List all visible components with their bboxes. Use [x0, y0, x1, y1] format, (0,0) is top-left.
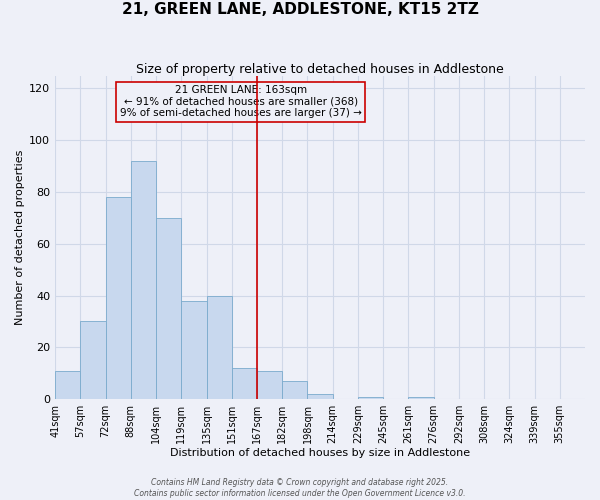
Bar [106, 197, 131, 399]
Text: 21 GREEN LANE: 163sqm
← 91% of detached houses are smaller (368)
9% of semi-deta: 21 GREEN LANE: 163sqm ← 91% of detached … [119, 85, 362, 118]
Bar [232, 368, 257, 399]
X-axis label: Distribution of detached houses by size in Addlestone: Distribution of detached houses by size … [170, 448, 470, 458]
Bar [181, 300, 206, 399]
Bar [409, 396, 434, 399]
Bar [55, 370, 80, 399]
Bar [282, 381, 307, 399]
Text: 21, GREEN LANE, ADDLESTONE, KT15 2TZ: 21, GREEN LANE, ADDLESTONE, KT15 2TZ [122, 2, 478, 18]
Y-axis label: Number of detached properties: Number of detached properties [15, 150, 25, 325]
Bar [257, 370, 282, 399]
Bar [307, 394, 332, 399]
Bar [131, 161, 156, 399]
Bar [156, 218, 181, 399]
Title: Size of property relative to detached houses in Addlestone: Size of property relative to detached ho… [136, 62, 504, 76]
Bar [206, 296, 232, 399]
Text: Contains HM Land Registry data © Crown copyright and database right 2025.
Contai: Contains HM Land Registry data © Crown c… [134, 478, 466, 498]
Bar [358, 396, 383, 399]
Bar [80, 322, 106, 399]
